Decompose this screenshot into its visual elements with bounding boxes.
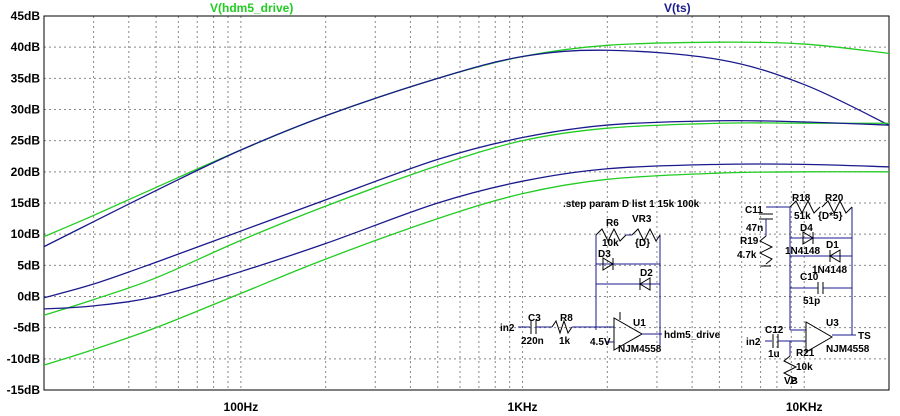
x-axis: 100Hz 1KHz 10KHz (224, 400, 823, 414)
x-tick-label: 1KHz (508, 400, 538, 414)
r21-value: 10k (796, 362, 813, 373)
y-tick-label: 0dB (17, 290, 40, 304)
r19-value: 4.7k (737, 250, 757, 261)
trace-ts-1 (43, 49, 890, 248)
y-tick-label: -5dB (13, 321, 40, 335)
vb-label: VB (784, 376, 798, 387)
r8-value: 1k (559, 336, 571, 347)
net-hdm5-drive: hdm5_drive (664, 330, 721, 341)
r18-label: R18 (792, 193, 811, 204)
d3-label: D3 (598, 249, 611, 260)
c11-label: C11 (745, 205, 763, 216)
u3-model: NJM4558 (826, 344, 870, 355)
y-tick-label: -10dB (7, 352, 41, 366)
trace-label-hdm5-drive[interactable]: V(hdm5_drive) (210, 1, 293, 15)
c10-value: 51p (803, 296, 820, 307)
traces (43, 41, 890, 366)
trace-hdm5-drive-2 (43, 122, 889, 316)
d4-label: D4 (800, 223, 813, 234)
r18-value: 51k (794, 211, 811, 222)
y-tick-label: 40dB (11, 40, 41, 54)
c3-label: C3 (528, 313, 541, 324)
vr3-value: {D} (635, 238, 650, 249)
u1-bias: 4.5V (590, 337, 611, 348)
y-tick-label: 20dB (11, 165, 41, 179)
c12-label: C12 (765, 325, 784, 336)
c3-value: 220n (521, 336, 544, 347)
y-axis: 45dB 40dB 35dB 30dB 25dB 20dB 15dB 10dB 5dB 0dB -5… (7, 9, 41, 397)
d1-model: 1N4148 (812, 265, 847, 276)
x-tick-label: 10KHz (786, 400, 823, 414)
x-tick-label: 100Hz (224, 400, 259, 414)
r21-label: R21 (796, 348, 815, 359)
r6-value: 10k (602, 238, 619, 249)
step-directive[interactable]: .step param D list 1 15k 100k (563, 199, 700, 210)
y-tick-label: 35dB (11, 71, 41, 85)
in2-label-1: in2 (500, 323, 515, 334)
d2-label: D2 (640, 268, 653, 279)
r19-label: R19 (740, 236, 759, 247)
c11-value: 47n (746, 223, 763, 234)
trace-ts-3 (43, 119, 890, 299)
trace-ts-5 (43, 163, 890, 310)
y-tick-label: 30dB (11, 103, 41, 117)
y-tick-label: 5dB (17, 258, 40, 272)
u1-label: U1 (633, 318, 646, 329)
stage-1 (518, 227, 662, 351)
r20-value: {D*5} (818, 211, 843, 222)
trace-hdm5-drive-4 (43, 171, 890, 366)
y-tick-label: -15dB (7, 383, 41, 397)
vr3-label: VR3 (632, 214, 652, 225)
schematic: .step param D list 1 15k 100k (500, 193, 871, 387)
d4-model: 1N4148 (785, 246, 820, 257)
y-tick-label: 10dB (11, 227, 41, 241)
in2-label-2: in2 (746, 337, 761, 348)
u1-model: NJM4558 (618, 344, 662, 355)
r6-label: R6 (606, 218, 619, 229)
y-tick-label: 45dB (11, 9, 41, 23)
r20-label: R20 (825, 193, 844, 204)
u3-label: U3 (826, 318, 839, 329)
stage-2 (758, 199, 856, 385)
y-tick-label: 15dB (11, 196, 41, 210)
trace-label-ts[interactable]: V(ts) (664, 1, 691, 15)
c10-label: C10 (800, 272, 819, 283)
net-ts: TS (858, 331, 871, 342)
plot-frame (43, 15, 890, 391)
y-tick-label: 25dB (11, 134, 41, 148)
r8-label: R8 (560, 313, 573, 324)
c12-value: 1u (768, 349, 780, 360)
d1-label: D1 (826, 240, 839, 251)
